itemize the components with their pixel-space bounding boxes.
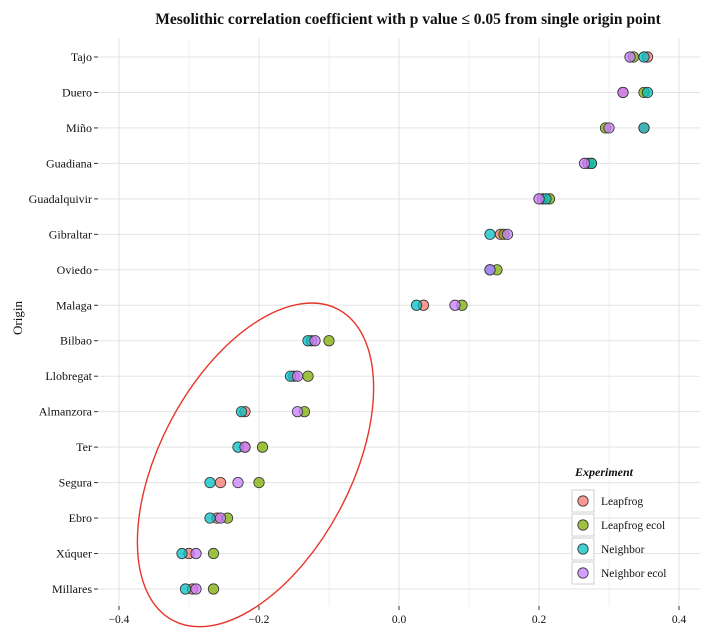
data-point: [176, 547, 188, 560]
y-tick-label: Guadiana: [46, 156, 93, 170]
legend-key: [577, 567, 589, 579]
data-point: [207, 547, 220, 560]
y-tick-label: Ebro: [69, 511, 92, 525]
data-point: [232, 476, 244, 489]
y-tick-label: Oviedo: [57, 263, 92, 277]
y-tick-label: Almanzora: [39, 405, 93, 419]
data-point: [578, 157, 591, 169]
data-point: [239, 441, 251, 453]
y-tick-label: Millares: [52, 582, 92, 596]
data-point: [204, 476, 216, 489]
y-tick-label: Xúquer: [56, 547, 92, 561]
data-point: [235, 406, 248, 418]
x-tick-label: 0.0: [392, 614, 407, 626]
data-point: [484, 228, 496, 240]
data-point: [533, 193, 545, 205]
legend-label: Leapfrog ecol: [601, 520, 665, 532]
y-tick-label: Gibraltar: [49, 227, 92, 241]
legend-title: Experiment: [574, 465, 634, 479]
y-tick-label: Ter: [76, 440, 92, 454]
data-point: [484, 264, 496, 276]
y-tick-label: Bilbao: [60, 334, 92, 348]
data-point: [291, 406, 304, 418]
axes: Tajo Duero Miño Guadiana Guadalquivir Gibralt…: [29, 50, 687, 626]
data-point: [603, 122, 615, 134]
legend-key: [577, 543, 589, 555]
x-axis-label: R: [404, 634, 413, 636]
data-point: [302, 370, 314, 382]
data-point: [190, 547, 202, 560]
data-points: [176, 51, 654, 595]
data-point: [641, 86, 654, 99]
data-point: [207, 583, 220, 595]
x-tick-label: −0.2: [249, 614, 270, 626]
data-point: [256, 441, 269, 453]
data-point: [449, 299, 461, 311]
data-point: [410, 299, 423, 311]
y-tick-label: Segura: [59, 476, 93, 490]
data-point: [214, 476, 227, 489]
data-point: [214, 512, 227, 524]
chart-title: Mesolithic correlation coefficient with …: [155, 11, 661, 28]
y-tick-label: Tajo: [71, 50, 92, 64]
legend-key: [577, 495, 589, 507]
highlight-annotation: [136, 302, 375, 628]
data-point: [204, 512, 216, 524]
data-point: [179, 583, 192, 595]
y-tick-label: Malaga: [56, 298, 93, 312]
data-point: [501, 228, 514, 240]
legend-label: Neighbor ecol: [601, 568, 666, 580]
y-tick-label: Llobregat: [45, 369, 92, 383]
data-point: [638, 122, 650, 134]
legend-label: Leapfrog: [601, 496, 643, 508]
data-point: [323, 335, 335, 347]
data-point: [638, 51, 650, 63]
y-tick-label: Guadalquivir: [29, 192, 92, 206]
data-point: [309, 335, 321, 347]
x-tick-label: 0.4: [672, 614, 687, 626]
y-tick-label: Duero: [62, 85, 92, 99]
grid: [98, 38, 700, 606]
x-tick-label: 0.2: [532, 614, 547, 626]
data-point: [190, 583, 202, 595]
x-tick-label: −0.4: [109, 614, 130, 626]
data-point: [291, 370, 304, 382]
data-point: [617, 86, 629, 99]
legend: Experiment Leapfrog Leapfrog ecol Neighbor…: [571, 465, 666, 585]
highlight-ellipse: [136, 302, 375, 628]
data-point: [624, 51, 636, 63]
data-point: [253, 476, 265, 489]
y-tick-label: Miño: [66, 121, 92, 135]
y-axis-label: Origin: [10, 301, 25, 335]
legend-label: Neighbor: [601, 544, 645, 556]
legend-key: [577, 519, 589, 531]
